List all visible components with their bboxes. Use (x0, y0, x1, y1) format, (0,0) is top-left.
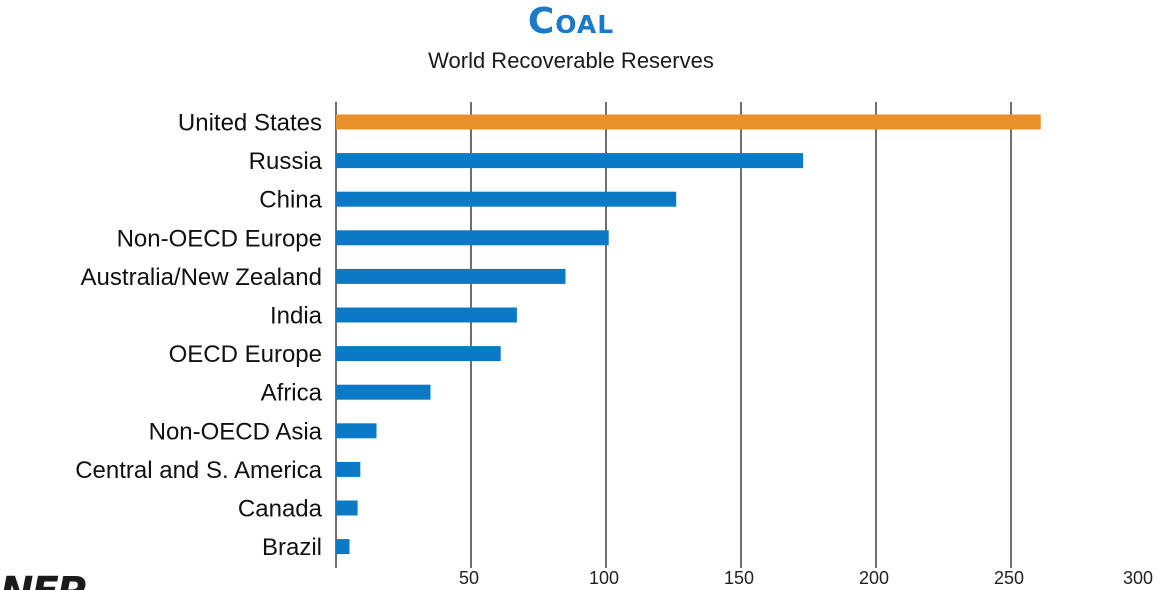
bar-russia (336, 153, 804, 169)
category-label-australia-new-zealand: Australia/New Zealand (81, 264, 322, 291)
category-label-united-states: United States (178, 110, 322, 137)
bar-non-oecd-asia (336, 423, 377, 439)
category-label-non-oecd-asia: Non-OECD Asia (149, 418, 323, 445)
category-label-oecd-europe: OECD Europe (169, 341, 322, 368)
category-label-non-oecd-europe: Non-OECD Europe (117, 225, 322, 252)
x-tick-label-200: 200 (859, 568, 889, 588)
x-tick-label-100: 100 (589, 568, 619, 588)
bar-oecd-europe (336, 346, 501, 362)
x-tick-label-50: 50 (459, 568, 479, 588)
bar-united-states (336, 114, 1041, 130)
chart-title: Coal (527, 1, 615, 42)
publisher-logo: NEP (0, 572, 120, 590)
category-label-central-and-s-america: Central and S. America (75, 457, 322, 484)
category-label-china: China (259, 187, 322, 214)
x-tick-label-250: 250 (994, 568, 1024, 588)
bar-africa (336, 384, 431, 400)
category-label-russia: Russia (249, 148, 323, 175)
bar-india (336, 307, 517, 323)
bar-non-oecd-europe (336, 230, 609, 246)
bar-central-and-s-america (336, 461, 361, 477)
bar-canada (336, 500, 358, 516)
bar-brazil (336, 539, 350, 555)
category-label-brazil: Brazil (262, 534, 322, 561)
category-label-india: India (270, 303, 323, 330)
bar-australia-new-zealand (336, 268, 566, 284)
category-label-canada: Canada (238, 496, 323, 523)
bar-china (336, 191, 677, 207)
category-label-africa: Africa (261, 380, 323, 407)
chart-subtitle: World Recoverable Reserves (428, 48, 714, 73)
x-tick-label-150: 150 (724, 568, 754, 588)
x-tick-label-300: 300 (1123, 568, 1153, 588)
